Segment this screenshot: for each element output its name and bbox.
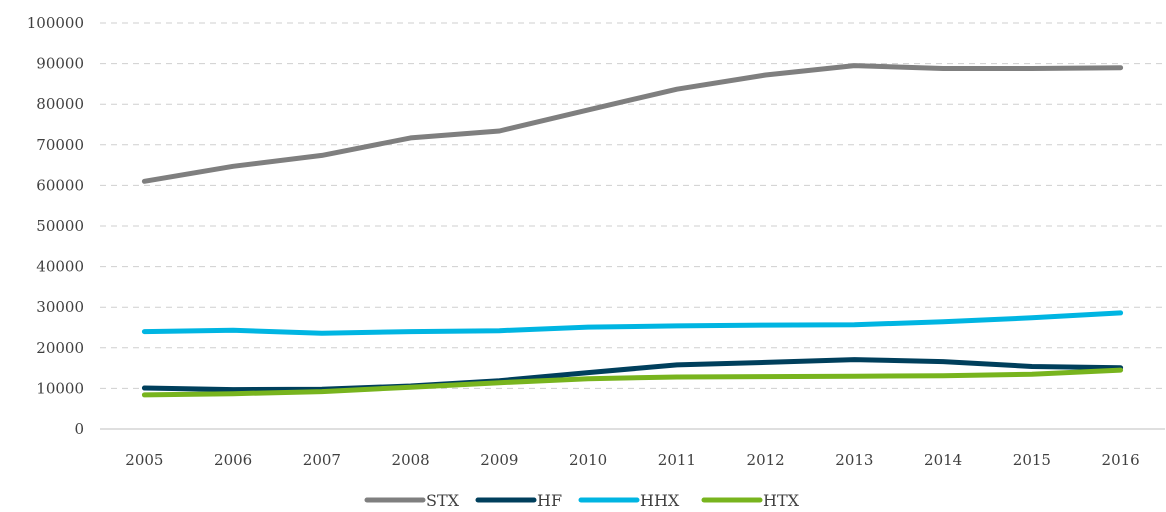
legend-label-hhx: HHX — [640, 491, 680, 510]
y-tick-label: 0 — [74, 420, 84, 438]
y-tick-label: 10000 — [36, 379, 84, 397]
x-tick-label: 2009 — [480, 451, 518, 469]
y-tick-label: 70000 — [36, 136, 84, 154]
y-tick-label: 90000 — [36, 55, 84, 73]
x-tick-label: 2005 — [125, 451, 163, 469]
x-tick-label: 2015 — [1013, 451, 1051, 469]
y-axis-ticks: 0 10000 20000 30000 40000 50000 60000 70000 8000… — [27, 14, 84, 438]
x-tick-label: 2007 — [303, 451, 341, 469]
legend-label-stx: STX — [426, 491, 460, 510]
y-tick-label: 100000 — [27, 14, 84, 32]
y-tick-label: 40000 — [36, 258, 84, 276]
x-tick-label: 2016 — [1102, 451, 1140, 469]
x-tick-label: 2012 — [747, 451, 785, 469]
x-tick-label: 2006 — [214, 451, 252, 469]
series-line-stx — [141, 63, 1124, 184]
x-tick-label: 2013 — [835, 451, 873, 469]
x-tick-label: 2010 — [569, 451, 607, 469]
legend-label-htx: HTX — [763, 491, 800, 510]
x-axis-ticks: 2005 2006 2007 2008 2009 2010 2011 2012 2013 2014… — [125, 451, 1139, 469]
series-line-hhx — [141, 310, 1124, 336]
series-line-htx — [141, 367, 1124, 398]
legend-label-hf: HF — [537, 491, 562, 510]
y-tick-label: 50000 — [36, 217, 84, 235]
series-line-hf — [141, 357, 1124, 393]
gridlines — [100, 22, 1165, 430]
y-tick-label: 80000 — [36, 95, 84, 113]
y-tick-label: 20000 — [36, 339, 84, 357]
x-tick-label: 2014 — [924, 451, 962, 469]
y-tick-label: 60000 — [36, 176, 84, 194]
x-tick-label: 2011 — [658, 451, 696, 469]
y-tick-label: 30000 — [36, 298, 84, 316]
legend: STX HF HHX HTX — [364, 491, 800, 510]
series-lines — [141, 63, 1124, 398]
x-tick-label: 2008 — [392, 451, 430, 469]
